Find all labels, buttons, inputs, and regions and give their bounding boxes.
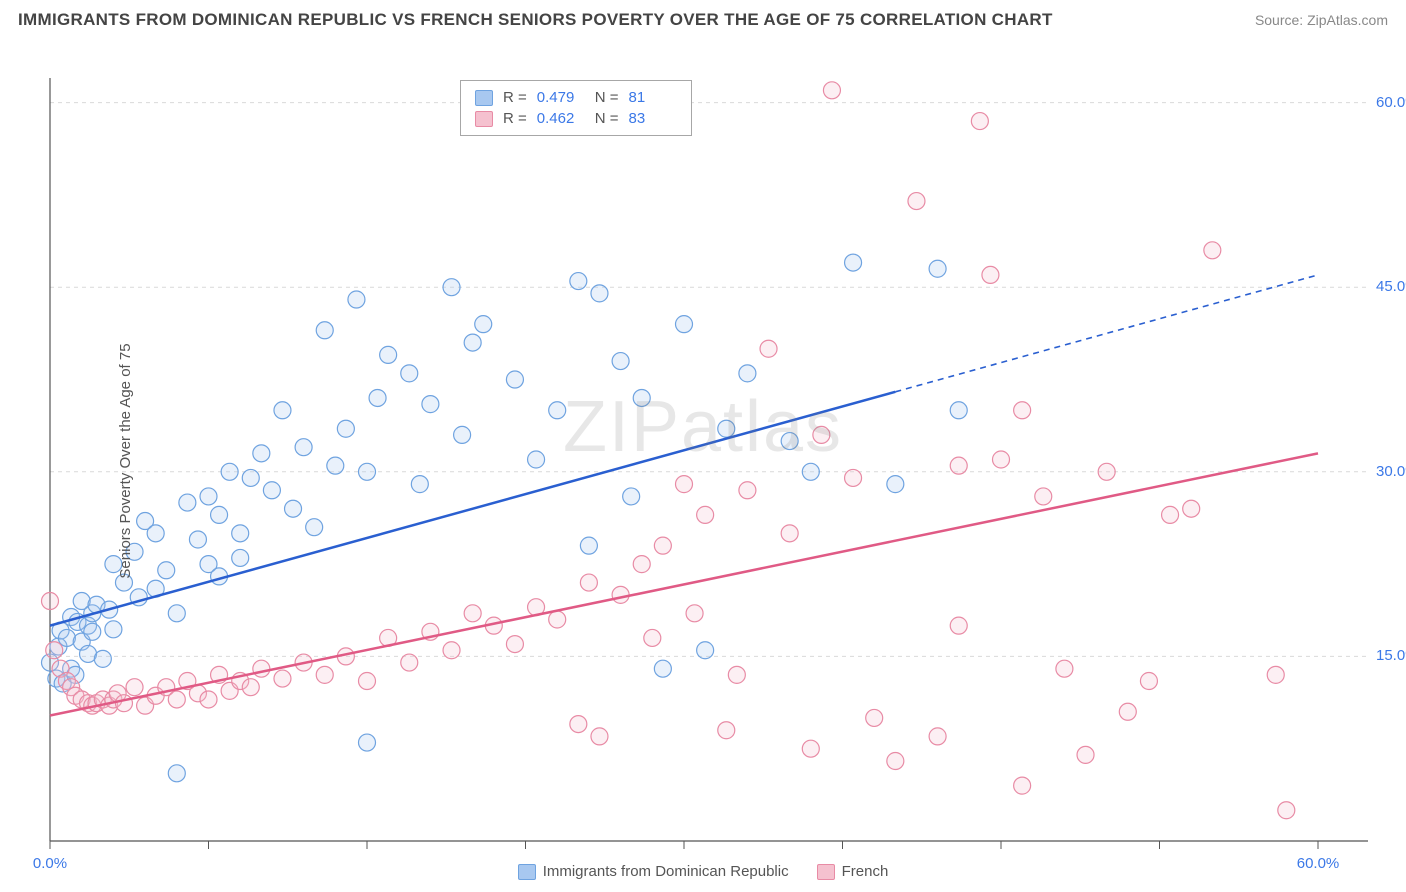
source-prefix: Source: (1255, 12, 1307, 28)
legend-swatch-b (475, 111, 493, 127)
source-name: ZipAtlas.com (1307, 12, 1388, 28)
legend-n-label: N = (595, 110, 619, 127)
legend-r-value-b: 0.462 (537, 110, 585, 127)
legend-swatch-a (475, 90, 493, 106)
chart-title: IMMIGRANTS FROM DOMINICAN REPUBLIC VS FR… (18, 10, 1053, 30)
y-axis-label: Seniors Poverty Over the Age of 75 (117, 343, 134, 578)
x-tick-label: 0.0% (33, 855, 67, 872)
bottom-legend-item-b: French (817, 863, 889, 880)
legend-r-label: R = (503, 89, 527, 106)
x-tick-label: 60.0% (1297, 855, 1340, 872)
legend-n-value-b: 83 (629, 110, 677, 127)
y-tick-label: 15.0% (1376, 647, 1406, 664)
legend-n-label: N = (595, 89, 619, 106)
bottom-legend-label-a: Immigrants from Dominican Republic (543, 863, 789, 880)
source-attribution: Source: ZipAtlas.com (1255, 12, 1388, 28)
bottom-swatch-a (518, 864, 536, 880)
bottom-swatch-b (817, 864, 835, 880)
bottom-legend: Immigrants from Dominican Republic Frenc… (0, 863, 1406, 880)
legend-r-label: R = (503, 110, 527, 127)
legend-row-series-b: R = 0.462 N = 83 (475, 108, 677, 129)
correlation-legend: R = 0.479 N = 81 R = 0.462 N = 83 (460, 80, 692, 136)
legend-r-value-a: 0.479 (537, 89, 585, 106)
legend-n-value-a: 81 (629, 89, 677, 106)
legend-row-series-a: R = 0.479 N = 81 (475, 87, 677, 108)
y-tick-label: 45.0% (1376, 278, 1406, 295)
y-tick-label: 60.0% (1376, 94, 1406, 111)
scatter-plot-svg (0, 36, 1406, 886)
chart-area: Seniors Poverty Over the Age of 75 ZIPat… (0, 36, 1406, 886)
bottom-legend-item-a: Immigrants from Dominican Republic (518, 863, 789, 880)
y-tick-label: 30.0% (1376, 463, 1406, 480)
bottom-legend-label-b: French (842, 863, 889, 880)
